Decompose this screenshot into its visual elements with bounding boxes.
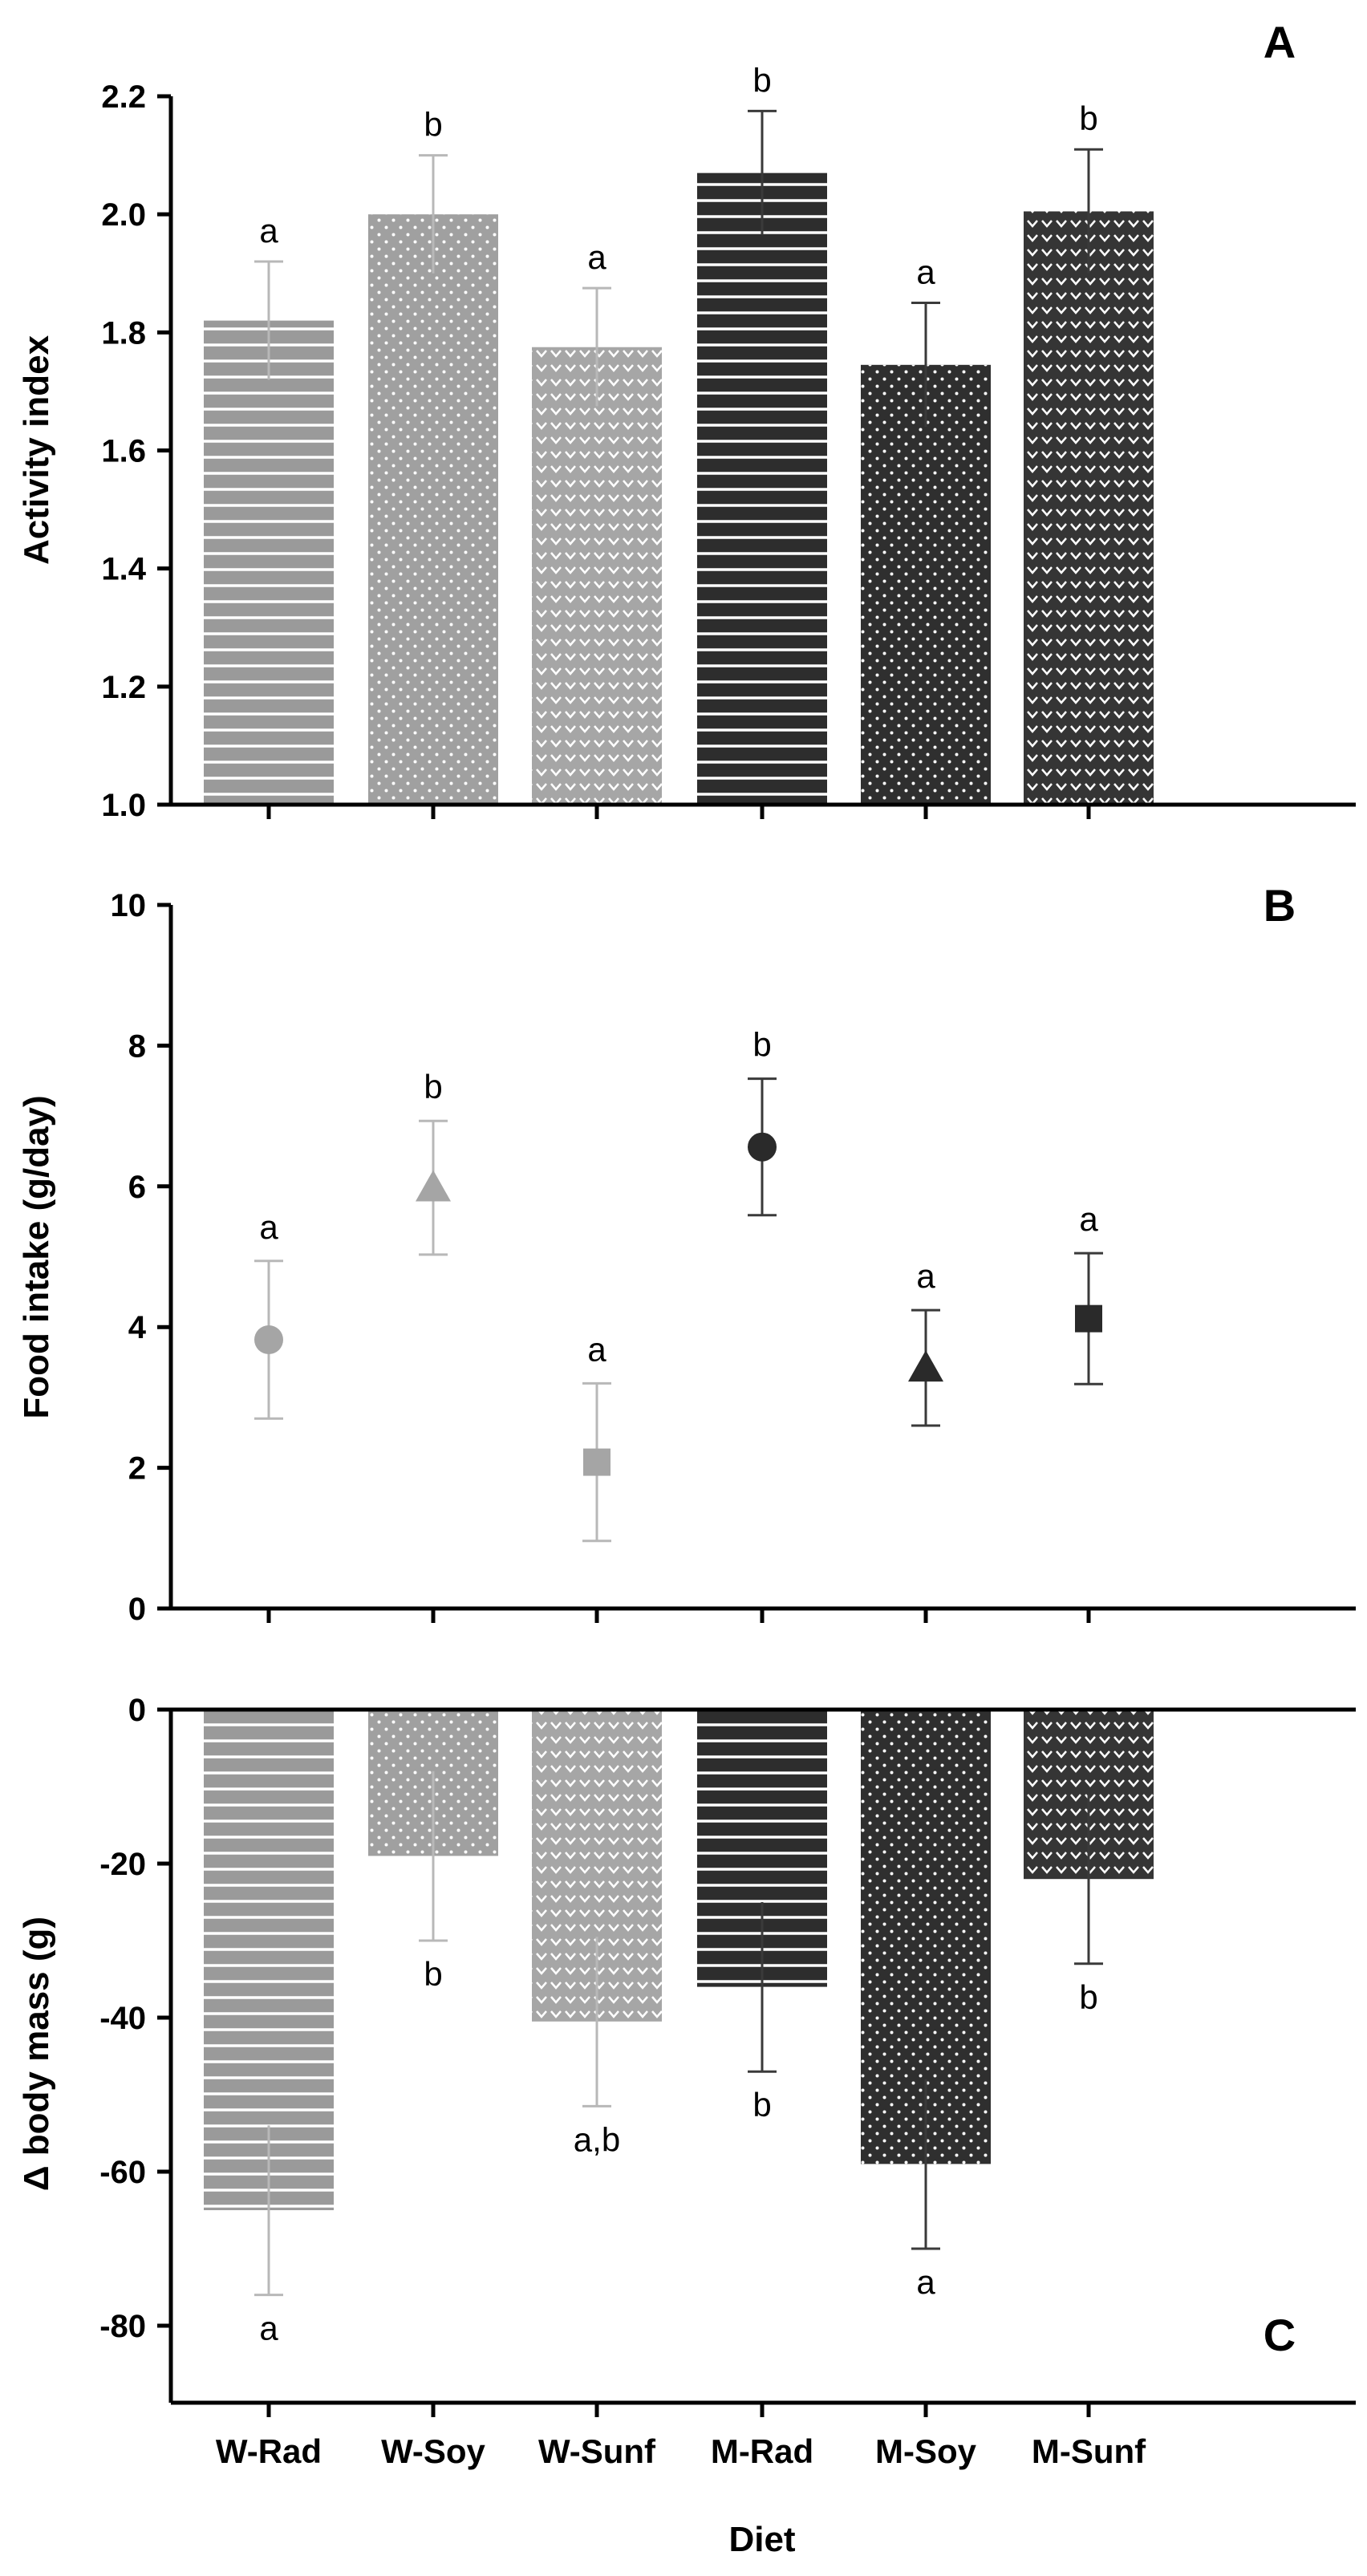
x-category-label-m-rad: M-Rad [711, 2432, 813, 2470]
y-tick-label-1-0: 1.0 [101, 788, 146, 823]
significance-label-m-rad: b [752, 2086, 771, 2124]
y-tick-label-2: 2 [128, 1451, 146, 1487]
y-tick-label--40: -40 [99, 2001, 146, 2036]
x-category-label-m-sunf: M-Sunf [1032, 2432, 1146, 2470]
significance-label-m-soy: a [916, 2263, 935, 2301]
bar-pattern-w-rad [204, 320, 334, 805]
x-category-label-w-soy: W-Soy [381, 2432, 485, 2470]
y-tick-label-1-8: 1.8 [101, 315, 146, 351]
significance-label-w-soy: b [424, 1955, 442, 1993]
y-tick-label-6: 6 [128, 1170, 146, 1205]
panel-c-x-ticks: W-Rad W-Soy W-Sunf M-Rad M-Soy M-Sunf [216, 2403, 1146, 2470]
significance-label-w-rad: a [259, 212, 278, 249]
point-m-sunf [1075, 1304, 1102, 1333]
panel-a-letter: A [1264, 17, 1296, 67]
y-tick-label-0: 0 [128, 1592, 146, 1627]
bar-pattern-m-rad [697, 172, 827, 805]
panel-c-letter: C [1264, 2310, 1296, 2360]
panel-b-y-axis-title: Food intake (g/day) [17, 1095, 56, 1418]
point-w-soy [416, 1170, 451, 1202]
panel-b-letter: B [1264, 880, 1296, 931]
point-m-rad [748, 1132, 777, 1162]
panel-b-marks: a b a b a a [254, 1026, 1103, 1543]
y-tick-label-10: 10 [111, 888, 147, 923]
y-tick-label-2-0: 2.0 [101, 197, 146, 233]
y-tick-label--60: -60 [99, 2155, 146, 2190]
panel-b-food-intake: a b a b a a 0 2 4 6 8 10 Food intake (g/day) B [17, 880, 1356, 1627]
significance-label-w-soy: b [424, 1068, 442, 1105]
panel-a-y-axis-title: Activity index [17, 335, 56, 565]
y-tick-label-1-2: 1.2 [101, 670, 146, 705]
x-axis-title-diet: Diet [728, 2520, 795, 2559]
significance-label-w-sunf: a,b [574, 2120, 620, 2158]
x-category-label-w-sunf: W-Sunf [538, 2432, 656, 2470]
panel-c-y-axis-title: Δ body mass (g) [17, 1917, 56, 2191]
panel-a-x-ticks [266, 805, 1091, 819]
x-category-label-m-soy: M-Soy [875, 2432, 977, 2470]
y-tick-label--80: -80 [99, 2309, 146, 2344]
bar-pattern-m-soy [861, 364, 991, 805]
point-m-soy [908, 1350, 943, 1382]
panel-c-marks: a b a,b b a b [204, 1710, 1154, 2347]
significance-label-m-sunf: a [1079, 1200, 1098, 1238]
panel-a-activity-index: a b a b a b 1.0 1.2 1.4 1.6 1.8 2.0 2.2 Activity in… [17, 17, 1356, 823]
significance-label-m-rad: b [752, 61, 771, 99]
panel-c-y-ticks: -80 -60 -40 -20 0 [99, 1693, 171, 2344]
panel-a-y-ticks: 1.0 1.2 1.4 1.6 1.8 2.0 2.2 [101, 79, 171, 823]
panel-a-marks: a b a b a b [204, 61, 1154, 805]
significance-label-w-rad: a [259, 2310, 278, 2347]
y-tick-label-4: 4 [128, 1310, 147, 1345]
panel-c-body-mass: a b a,b b a b -80 -60 -40 -20 0 W-Rad W-Soy W-Sunf M… [17, 1693, 1356, 2559]
point-w-sunf [583, 1448, 610, 1476]
significance-label-w-sunf: a [587, 1330, 606, 1368]
bar-pattern-w-sunf [532, 347, 662, 805]
bar-pattern-w-soy [368, 214, 498, 805]
panel-b-y-ticks: 0 2 4 6 8 10 [111, 888, 171, 1627]
bar-pattern-m-sunf [1024, 211, 1154, 805]
y-tick-label-8: 8 [128, 1028, 146, 1064]
x-category-label-w-rad: W-Rad [216, 2432, 322, 2470]
panel-b-x-ticks [266, 1608, 1091, 1623]
y-tick-label-0: 0 [128, 1693, 146, 1728]
y-tick-label--20: -20 [99, 1847, 146, 1882]
significance-label-w-sunf: a [587, 238, 606, 276]
point-w-rad [254, 1325, 283, 1354]
significance-label-m-soy: a [916, 254, 935, 291]
y-tick-label-2-2: 2.2 [101, 79, 146, 115]
significance-label-w-rad: a [259, 1208, 278, 1246]
significance-label-m-soy: a [916, 1257, 935, 1295]
significance-label-m-sunf: b [1079, 1978, 1097, 2016]
y-tick-label-1-6: 1.6 [101, 434, 146, 469]
y-tick-label-1-4: 1.4 [101, 552, 146, 587]
significance-label-w-soy: b [424, 106, 442, 144]
significance-label-m-rad: b [752, 1026, 771, 1064]
significance-label-m-sunf: b [1079, 99, 1097, 137]
